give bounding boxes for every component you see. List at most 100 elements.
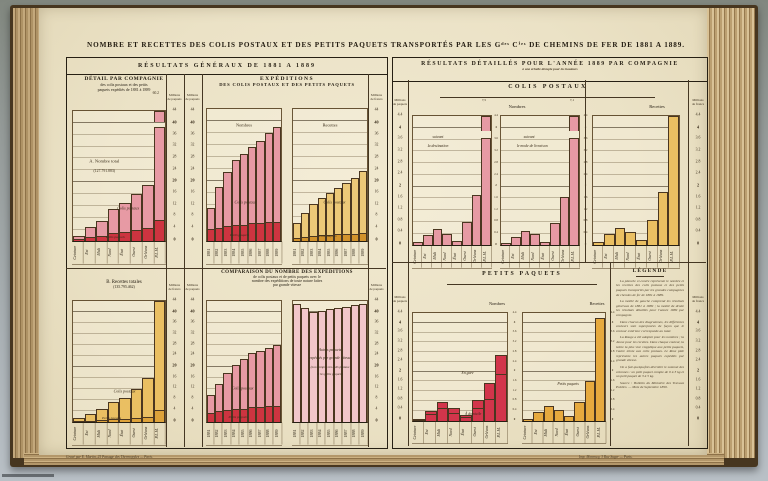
gridline (73, 355, 165, 357)
bar-1884 (317, 109, 326, 242)
gridline (293, 156, 367, 158)
gridline (293, 180, 367, 182)
bar-1881 (207, 109, 216, 242)
category-label: Ouest (550, 246, 560, 268)
gridline (593, 232, 679, 234)
chart-annotation: Petits paquets (228, 415, 248, 419)
category-label: 1882 (300, 423, 309, 445)
page-edges-right (707, 8, 755, 458)
bar-État (452, 116, 462, 246)
bar-1881 (293, 301, 302, 423)
segment (424, 414, 437, 421)
axis-ticks: 4.4 4 3.6 3.2 2.8 2.4 2 1.6 1.2 0.8 0.4 0 (695, 309, 701, 420)
plot-area: En gare À domicile (412, 312, 508, 422)
colis-postaux-nombres-livraison: suivant le mode de livraison 7,1 Ceinture Es… (500, 98, 580, 269)
cp-title-flourish (440, 97, 655, 98)
segment (625, 232, 636, 246)
bars (293, 301, 367, 423)
bar-Est (510, 116, 521, 246)
category-label: 1885 (325, 242, 335, 264)
comparaison-title: COMPARAISON DU NOMBRE DES EXPÉDITIONS de… (221, 270, 353, 287)
gridline (593, 115, 679, 116)
segment (153, 301, 165, 411)
segment (130, 389, 142, 419)
axis-ticks: 44 40 36 32 28 24 20 16 12 8 4 0 (172, 297, 177, 423)
chart-annotation: Autres paquets (318, 347, 342, 352)
category-labels: 1881 1882 1883 1884 1885 1886 1887 1888 1889 (292, 242, 368, 265)
rule (368, 74, 369, 447)
chart-annotation: Petits paquets (102, 416, 122, 421)
segment (84, 226, 96, 237)
bar-Midi (432, 116, 443, 246)
bar-Midi (614, 116, 626, 246)
bar-Nord (530, 116, 540, 246)
segment (342, 182, 351, 234)
bar-Ouest (574, 313, 585, 421)
plate-title: NOMBRE ET RECETTES DES COLIS POSTAUX ET … (87, 41, 685, 49)
category-label: Orléans (472, 246, 482, 268)
gridline (413, 331, 507, 333)
bar-P.L.M. (594, 313, 605, 421)
segment (358, 303, 367, 423)
segment (593, 241, 604, 246)
gridline (523, 312, 605, 313)
ax-pp-left: Millions de paquets 4.4 4 3.6 3.2 2.8 2.4 2 1.6 1.… (393, 295, 407, 422)
gridline (73, 193, 165, 194)
segment (543, 405, 554, 421)
segment (239, 358, 249, 409)
bar-État (460, 313, 472, 421)
category-label: 1888 (351, 423, 360, 445)
bar-1883 (223, 109, 232, 242)
segment (460, 416, 472, 421)
segment (73, 421, 85, 423)
bar-Est (422, 116, 433, 246)
segment (153, 219, 165, 242)
gridline (593, 220, 679, 222)
gridline (413, 138, 491, 140)
bar-Nord (448, 313, 460, 421)
gridline (207, 311, 281, 313)
gridline (501, 232, 579, 234)
segment (223, 410, 232, 423)
category-labels: 1881 1882 1883 1884 1885 1886 1887 1888 1889 (206, 242, 282, 265)
rule (202, 74, 203, 447)
category-label: 1888 (265, 423, 274, 445)
colis-postaux-recettes: Ceinture Est Midi Nord État Ouest Orléans P.L.M… (592, 115, 680, 269)
bar-Ouest (461, 116, 472, 246)
bar-Est (424, 313, 437, 421)
bar-1889 (358, 109, 367, 242)
legend-title: LÉGENDE (632, 268, 668, 274)
rule (184, 74, 185, 447)
gridline (593, 126, 679, 128)
segment (448, 408, 460, 414)
category-label: Est (532, 421, 543, 443)
gridline (73, 366, 165, 368)
segment (293, 237, 302, 242)
category-label: 1888 (351, 242, 360, 264)
bar-1886 (248, 301, 257, 423)
category-label: Midi (436, 421, 448, 443)
segment (215, 411, 224, 423)
gridline (501, 173, 579, 175)
category-label: 1885 (239, 242, 249, 264)
segment (657, 192, 669, 246)
category-label: 1886 (334, 242, 343, 264)
gridline (293, 144, 367, 146)
colis-postaux-title: COLIS POSTAUX (508, 84, 588, 90)
chart-annotation: Recettes (322, 122, 338, 128)
segment (483, 398, 496, 421)
segment (549, 223, 560, 246)
category-label: Nord (442, 246, 452, 268)
segment (350, 233, 359, 242)
category-label: Ceinture (500, 246, 510, 268)
gridline (73, 110, 165, 111)
bar-1888 (350, 301, 359, 423)
bars (293, 109, 367, 242)
rule (66, 268, 386, 269)
category-label: Orléans (484, 421, 496, 443)
bar-Ouest (130, 301, 142, 423)
category-label: 1889 (273, 242, 282, 264)
segment (317, 310, 326, 423)
gridline (73, 388, 165, 390)
